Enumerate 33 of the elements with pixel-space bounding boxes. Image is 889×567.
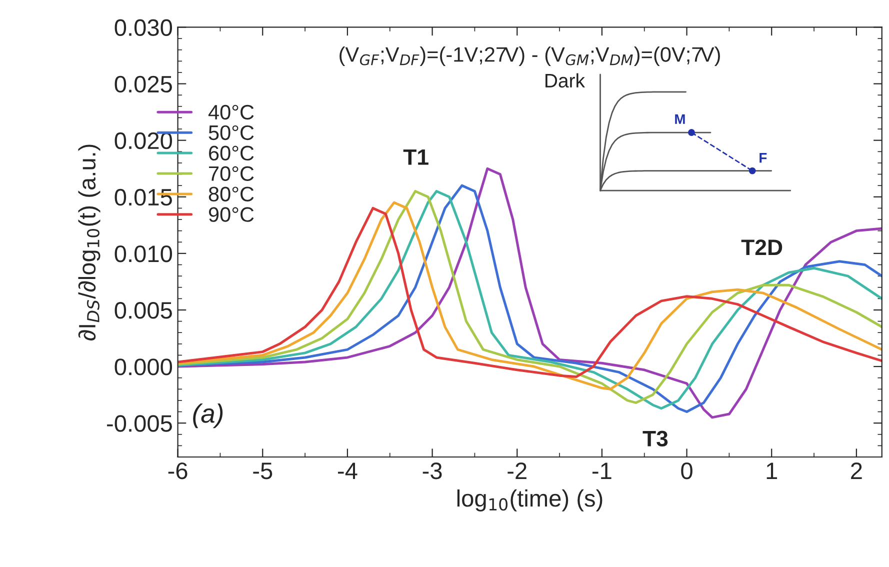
x-tick-label: -1: [592, 462, 612, 479]
y-tick-label: 0.010: [114, 245, 172, 262]
x-tick-label: -3: [422, 462, 442, 480]
annotation: T3: [642, 430, 668, 447]
annotation: (a): [193, 403, 223, 428]
y-tick-label: 0.020: [114, 132, 172, 150]
annotation: T2D: [741, 239, 782, 256]
legend-label: 90°C: [208, 207, 254, 222]
y-axis-title: ∂I$_{DS}$/∂log$_{10}$(t) (a.u.): [78, 144, 100, 341]
x-tick-label: 1: [766, 462, 778, 479]
annotation: T1: [403, 149, 428, 165]
x-tick-label: 2: [851, 462, 862, 479]
legend-label: 60°C: [209, 146, 254, 161]
y-tick-label: 0.030: [114, 19, 172, 36]
x-tick-label: -5: [253, 462, 272, 480]
annotation: F: [760, 153, 767, 163]
x-axis-title: log$_{10}$(time) (s): [457, 489, 602, 512]
y-tick-label: 0.005: [114, 302, 172, 319]
chart-title: (V$_{GF}$;V$_{DF}$)=(-1V;27V) - (V$_{GM}$;V$_{DM}$)=(0V;7V): [340, 46, 720, 66]
x-tick-label: -2: [508, 462, 526, 479]
legend-label: 70°C: [209, 166, 254, 182]
x-tick-label: 0: [681, 462, 692, 480]
y-tick-label: 0.025: [114, 76, 172, 93]
x-tick-label: -6: [168, 462, 188, 480]
annotation: M: [675, 114, 685, 124]
x-tick-label: -4: [338, 462, 358, 479]
y-tick-label: 0.015: [114, 188, 172, 206]
legend-label: 40°C: [208, 104, 254, 120]
y-tick-label: 0.000: [114, 358, 172, 376]
legend-label: 80°C: [208, 186, 254, 202]
annotation: Dark: [546, 73, 586, 88]
legend-label: 50°C: [208, 125, 254, 140]
y-tick-label: -0.005: [107, 415, 172, 432]
